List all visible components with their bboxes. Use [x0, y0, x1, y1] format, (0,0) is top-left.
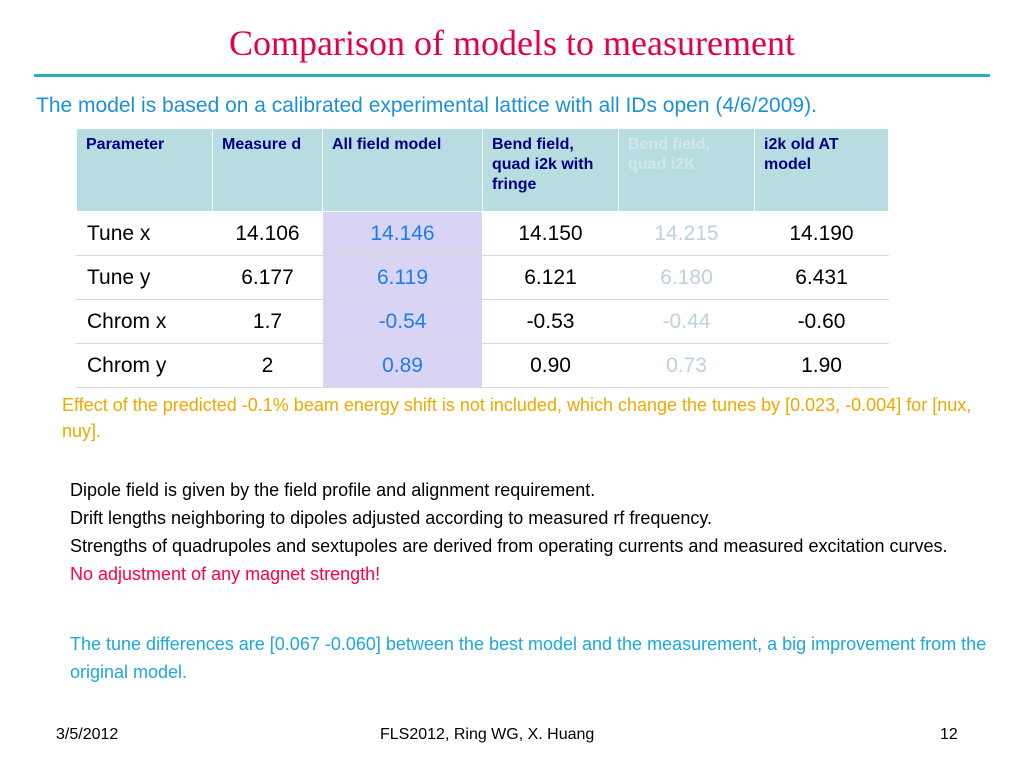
header-parameter: Parameter — [76, 128, 213, 212]
slide-subtitle: The model is based on a calibrated exper… — [36, 94, 817, 117]
cell-all-field-model: 14.146 — [322, 211, 483, 256]
cell-i2k-old-at-model: 14.190 — [754, 211, 889, 256]
cell-bend-field-i2k: 0.73 — [618, 343, 755, 388]
header-bend-field-fringe: Bend field, quad i2k with fringe — [482, 128, 619, 212]
comparison-table: Parameter Measure d All field model Bend… — [76, 128, 889, 388]
energy-shift-note: Effect of the predicted -0.1% beam energ… — [62, 395, 972, 441]
cell-measured: 2 — [212, 343, 323, 388]
title-divider — [34, 74, 990, 77]
header-all-field-model: All field model — [322, 128, 483, 212]
cell-bend-field-fringe: -0.53 — [482, 299, 619, 344]
cell-i2k-old-at-model: -0.60 — [754, 299, 889, 344]
cell-bend-field-fringe: 14.150 — [482, 211, 619, 256]
cell-bend-field-i2k: 14.215 — [618, 211, 755, 256]
row-label: Tune x — [76, 211, 213, 256]
footer-date: 3/5/2012 — [56, 726, 119, 743]
row-label: Chrom x — [76, 299, 213, 344]
description-line: Dipole field is given by the field profi… — [70, 480, 596, 500]
table-row: Tune y 6.177 6.119 6.121 6.180 6.431 — [76, 255, 889, 300]
header-i2k-old-at-model: i2k old AT model — [754, 128, 889, 212]
cell-measured: 14.106 — [212, 211, 323, 256]
table-row: Chrom x 1.7 -0.54 -0.53 -0.44 -0.60 — [76, 299, 889, 344]
cell-measured: 1.7 — [212, 299, 323, 344]
cell-bend-field-i2k: 6.180 — [618, 255, 755, 300]
footer-center: FLS2012, Ring WG, X. Huang — [380, 726, 595, 743]
header-bend-field-i2k: Bend field, quad i2K — [618, 128, 755, 212]
description-line: Strengths of quadrupoles and sextupoles … — [70, 536, 948, 556]
cell-i2k-old-at-model: 6.431 — [754, 255, 889, 300]
cell-i2k-old-at-model: 1.90 — [754, 343, 889, 388]
cell-all-field-model: -0.54 — [322, 299, 483, 344]
cell-bend-field-fringe: 0.90 — [482, 343, 619, 388]
cell-all-field-model: 0.89 — [322, 343, 483, 388]
cell-bend-field-fringe: 6.121 — [482, 255, 619, 300]
row-label: Tune y — [76, 255, 213, 300]
cell-bend-field-i2k: -0.44 — [618, 299, 755, 344]
no-adjustment-highlight: No adjustment of any magnet strength! — [70, 564, 381, 584]
header-measured: Measure d — [212, 128, 323, 212]
row-label: Chrom y — [76, 343, 213, 388]
slide-title: Comparison of models to measurement — [229, 23, 795, 63]
table-header-row: Parameter Measure d All field model Bend… — [76, 128, 889, 212]
footer-page-number: 12 — [940, 726, 958, 743]
table-row: Chrom y 2 0.89 0.90 0.73 1.90 — [76, 343, 889, 388]
cell-measured: 6.177 — [212, 255, 323, 300]
table-row: Tune x 14.106 14.146 14.150 14.215 14.19… — [76, 211, 889, 256]
cell-all-field-model: 6.119 — [322, 255, 483, 300]
conclusion-text: The tune differences are [0.067 -0.060] … — [70, 634, 987, 682]
description-line: Drift lengths neighboring to dipoles adj… — [70, 508, 713, 528]
model-description: Dipole field is given by the field profi… — [70, 476, 990, 588]
